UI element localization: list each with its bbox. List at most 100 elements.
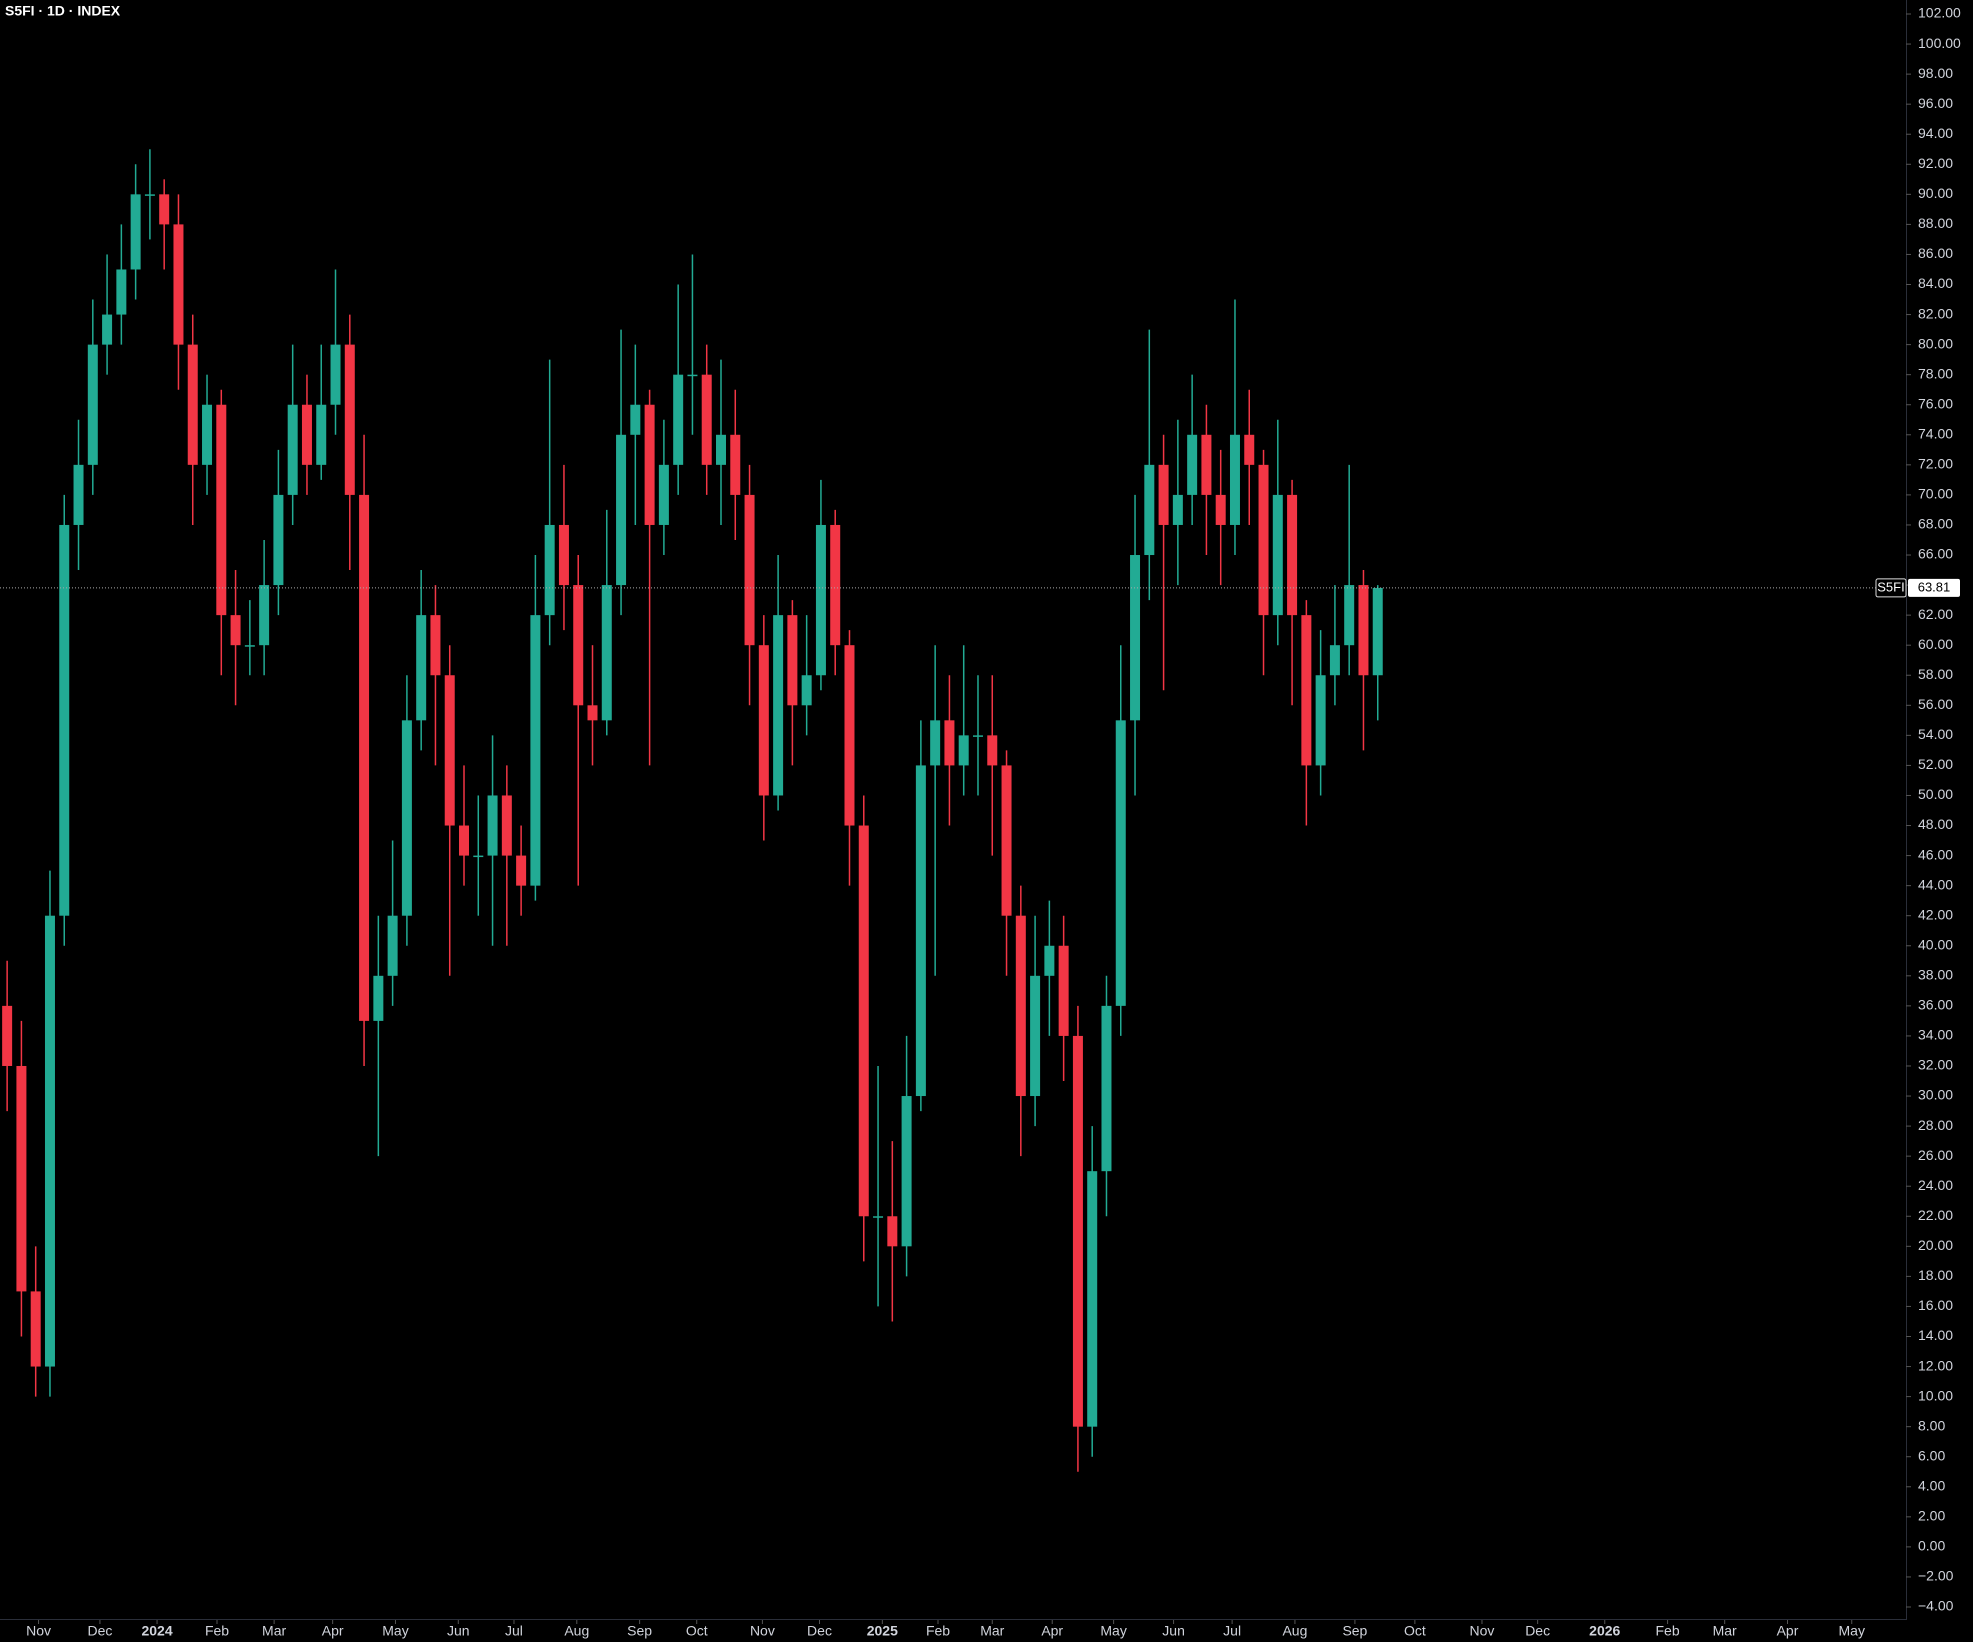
x-tick-label: Mar: [980, 1623, 1004, 1639]
candle-body: [202, 404, 213, 465]
candle-body: [915, 765, 926, 1097]
x-tick-label: Sep: [1342, 1623, 1367, 1639]
candle-body: [1301, 615, 1312, 766]
candle-body: [116, 269, 127, 315]
y-tick-label: 68.00: [1918, 516, 1953, 532]
y-tick-label: 98.00: [1918, 65, 1953, 81]
candle-body: [601, 585, 612, 721]
candle-body: [230, 615, 241, 646]
y-tick-label: 16.00: [1918, 1297, 1953, 1313]
candle-body: [1058, 945, 1069, 1036]
y-tick-label: 60.00: [1918, 636, 1953, 652]
candle-body: [159, 194, 170, 225]
candle-body: [644, 404, 655, 525]
candle-body: [401, 720, 412, 916]
candle-body: [701, 374, 712, 465]
y-tick-label: 10.00: [1918, 1387, 1953, 1403]
candle-body: [1144, 464, 1155, 556]
candle-body: [573, 585, 584, 706]
y-tick-label: 28.00: [1918, 1117, 1953, 1133]
x-tick-label: 2024: [141, 1623, 172, 1639]
x-tick-label: Nov: [26, 1623, 51, 1639]
y-tick-label: 76.00: [1918, 395, 1953, 411]
candle-body: [430, 615, 441, 676]
x-tick-label: May: [1100, 1623, 1126, 1639]
y-tick-label: 36.00: [1918, 997, 1953, 1013]
candle-body: [2, 1005, 13, 1066]
candle-body: [130, 194, 141, 270]
y-tick-label: 66.00: [1918, 546, 1953, 562]
candle-body: [744, 494, 755, 646]
candle-body: [987, 735, 998, 766]
candle-body: [673, 374, 684, 465]
candle-body: [516, 855, 527, 886]
y-tick-label: 62.00: [1918, 606, 1953, 622]
candle-body: [473, 855, 484, 858]
candle-body: [1358, 585, 1369, 676]
candle-body: [1329, 645, 1340, 676]
x-tick-label: Jul: [505, 1623, 523, 1639]
candle-body: [930, 720, 941, 766]
candle-body: [344, 344, 355, 495]
y-tick-label: 14.00: [1918, 1327, 1953, 1343]
y-tick-label: 92.00: [1918, 155, 1953, 171]
y-tick-label: −4.00: [1918, 1598, 1954, 1614]
candle-body: [1001, 765, 1012, 916]
x-tick-label: Oct: [1404, 1623, 1426, 1639]
x-tick-label: May: [1839, 1623, 1865, 1639]
y-tick-label: 94.00: [1918, 125, 1953, 141]
candle-body: [787, 615, 798, 706]
y-tick-label: 56.00: [1918, 696, 1953, 712]
candle-body: [1272, 494, 1283, 616]
x-tick-label: Aug: [1282, 1623, 1307, 1639]
x-tick-label: Jun: [447, 1623, 470, 1639]
candle-body: [244, 645, 255, 647]
y-tick-label: 6.00: [1918, 1447, 1945, 1463]
candle-body: [1201, 434, 1212, 495]
candle-body: [873, 1216, 884, 1218]
y-tick-label: 42.00: [1918, 906, 1953, 922]
candle-body: [858, 825, 869, 1217]
candle-body: [658, 464, 669, 525]
y-tick-label: 40.00: [1918, 936, 1953, 952]
x-tick-label: Dec: [1525, 1623, 1550, 1639]
y-tick-label: 102.00: [1918, 5, 1961, 21]
candle-body: [301, 404, 312, 465]
candle-body: [944, 720, 955, 766]
x-tick-label: 2026: [1589, 1623, 1620, 1639]
candle-body: [758, 645, 769, 796]
x-tick-label: Feb: [926, 1623, 950, 1639]
candle-body: [1172, 494, 1183, 525]
y-tick-label: 12.00: [1918, 1357, 1953, 1373]
x-tick-label: Aug: [564, 1623, 589, 1639]
y-tick-label: 70.00: [1918, 486, 1953, 502]
y-tick-label: 18.00: [1918, 1267, 1953, 1283]
candle-body: [1030, 975, 1041, 1097]
x-tick-label: Dec: [87, 1623, 112, 1639]
y-tick-label: 96.00: [1918, 95, 1953, 111]
x-tick-label: Apr: [1777, 1623, 1799, 1639]
y-tick-label: 54.00: [1918, 726, 1953, 742]
candle-body: [459, 825, 470, 856]
candle-body: [259, 585, 270, 646]
candle-body: [1158, 464, 1169, 525]
candle-body: [87, 344, 98, 465]
y-tick-label: −2.00: [1918, 1568, 1954, 1584]
x-tick-label: Mar: [262, 1623, 286, 1639]
y-tick-label: 4.00: [1918, 1477, 1945, 1493]
x-tick-label: Dec: [807, 1623, 832, 1639]
x-tick-label: 2025: [867, 1623, 898, 1639]
x-tick-label: Feb: [1656, 1623, 1680, 1639]
candle-body: [815, 524, 826, 676]
candle-body: [144, 194, 155, 196]
candle-body: [1087, 1171, 1098, 1427]
candle-body: [1072, 1035, 1083, 1427]
candle-body: [887, 1216, 898, 1247]
candle-body: [630, 404, 641, 435]
candle-body: [844, 645, 855, 826]
x-tick-label: Sep: [627, 1623, 652, 1639]
candle-body: [216, 404, 227, 616]
y-tick-label: 74.00: [1918, 425, 1953, 441]
y-tick-label: 90.00: [1918, 185, 1953, 201]
